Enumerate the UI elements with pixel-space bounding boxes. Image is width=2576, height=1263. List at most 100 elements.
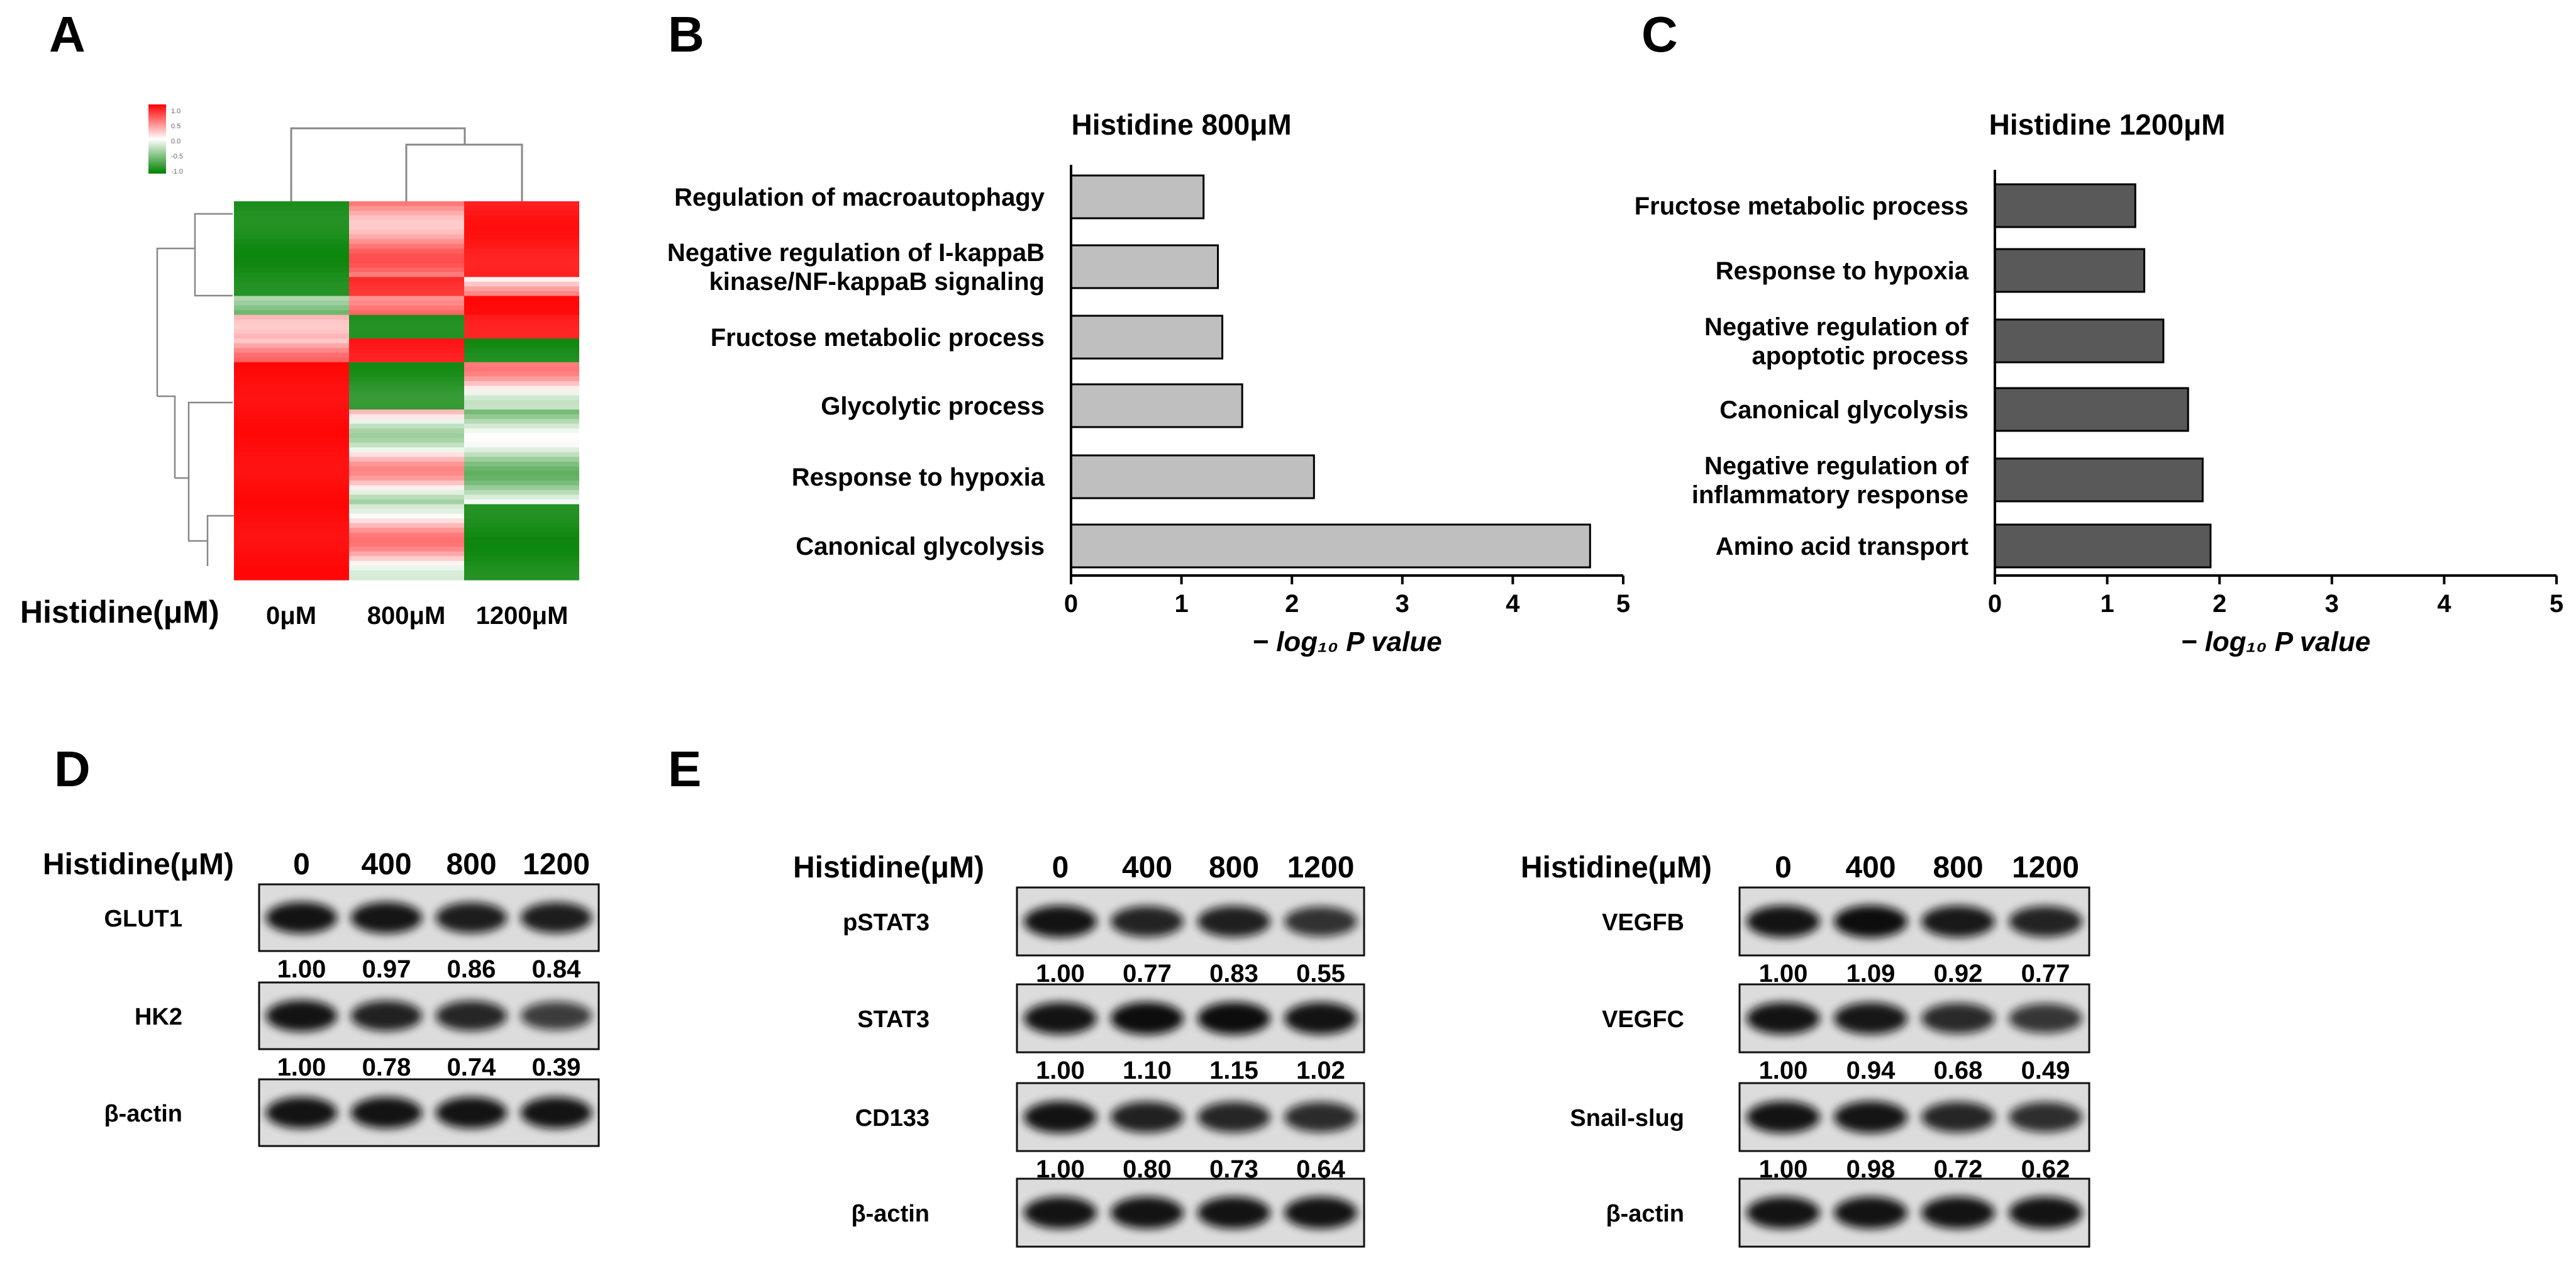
heatmap-cell	[234, 371, 349, 377]
heatmap-cell	[234, 348, 349, 353]
dose-label: 400	[1122, 851, 1172, 884]
heatmap-cell	[464, 310, 579, 316]
heatmap-cell	[349, 258, 464, 264]
heatmap-cell	[464, 528, 579, 533]
band-quantification: 1.00	[1036, 960, 1085, 988]
heatmap-cell	[234, 532, 349, 538]
category-label: Response to hypoxia	[1716, 257, 1969, 285]
heatmap-cell	[349, 470, 464, 477]
heatmap-cell	[349, 476, 464, 481]
dose-label: 800	[1209, 851, 1259, 884]
blot-band	[520, 1001, 592, 1030]
heatmap-cell	[234, 428, 349, 434]
heatmap-cell	[234, 409, 349, 415]
heatmap-cell	[234, 357, 349, 363]
heatmap-cell	[464, 248, 579, 254]
heatmap-cell	[349, 570, 464, 576]
heatmap-cell	[234, 504, 349, 509]
blot-band	[1746, 1002, 1820, 1035]
heatmap-cell	[234, 225, 349, 230]
dose-label: 1200	[2012, 851, 2079, 884]
panel-letter-a: A	[49, 6, 86, 62]
blot-band	[1746, 1101, 1820, 1133]
heatmap-cell	[464, 476, 579, 481]
heatmap-cell	[464, 352, 579, 358]
panel-c-bar-chart: Histidine 1200μM Fructose metabolic proce…	[1635, 108, 2563, 657]
heatmap-cell	[464, 267, 579, 273]
heatmap-cell	[464, 532, 579, 538]
band-quantification: 1.00	[1759, 1057, 1808, 1084]
dose-label: 0	[1775, 851, 1792, 884]
band-quantification: 0.78	[362, 1054, 411, 1081]
bar	[1994, 248, 2146, 293]
heatmap-cell	[349, 338, 464, 344]
heatmap-cell	[234, 314, 349, 320]
bar	[1070, 314, 1224, 360]
blot-header: Histidine(μM)	[43, 848, 234, 881]
category-label: Canonical glycolysis	[1719, 396, 1968, 424]
heatmap-cell	[234, 499, 349, 505]
heatmap-cell	[349, 513, 464, 519]
heatmap-cell	[349, 423, 464, 429]
panel-a-heatmap: 1.0 0.5 0.0 -0.5 -1.0 Histidine(μM) 0μM …	[20, 104, 579, 630]
blot-band	[1834, 1196, 1907, 1229]
heatmap-cell	[349, 528, 464, 533]
heatmap-cell	[464, 438, 579, 443]
heatmap-cell	[464, 286, 579, 292]
heatmap-cell	[464, 262, 579, 268]
blot-band	[1284, 906, 1357, 937]
x-tick-label: 5	[2550, 590, 2563, 618]
heatmap-cell	[464, 343, 579, 348]
heatmap-cell	[464, 447, 579, 453]
heatmap-cell	[464, 277, 579, 282]
heatmap-cell	[464, 499, 579, 505]
heatmap-cell	[234, 301, 349, 306]
heatmap-cell	[234, 277, 349, 282]
blot-band	[1834, 1101, 1907, 1133]
bar	[1994, 523, 2212, 569]
blot-band	[1284, 1196, 1357, 1229]
bar	[1994, 387, 2189, 432]
heatmap-cell	[349, 305, 464, 311]
blot-band	[1921, 905, 1995, 938]
heatmap-cell	[464, 206, 579, 211]
heatmap-cell	[464, 333, 579, 339]
colorbar-tick: -0.5	[171, 153, 183, 160]
heatmap-cell	[464, 324, 579, 330]
heatmap-cell	[464, 296, 579, 301]
heatmap-cell	[234, 243, 349, 249]
blot-protein-label: GLUT1	[104, 906, 182, 932]
heatmap-cell	[349, 253, 464, 259]
heatmap-cell	[349, 234, 464, 240]
heatmap-cell	[234, 329, 349, 335]
heatmap-cell	[234, 253, 349, 259]
heatmap-cell	[464, 542, 579, 547]
heatmap-cell	[464, 537, 579, 543]
heatmap-cell	[234, 575, 349, 581]
heatmap-cell	[234, 551, 349, 557]
blot-band	[1746, 1196, 1820, 1229]
heatmap-cell	[234, 239, 349, 245]
band-quantification: 0.39	[532, 1054, 581, 1081]
heatmap-cell	[464, 480, 579, 486]
colorbar-tick: -1.0	[171, 168, 183, 175]
colorbar: 1.0 0.5 0.0 -0.5 -1.0	[148, 104, 183, 175]
heatmap-cell	[349, 376, 464, 382]
x-tick-label: 0	[1988, 590, 2002, 618]
heatmap-cell	[464, 442, 579, 448]
heatmap-cell	[349, 310, 464, 316]
heatmap-cell	[234, 230, 349, 235]
heatmap-cell	[234, 518, 349, 524]
heatmap-cell	[234, 343, 349, 348]
heatmap-cell	[234, 509, 349, 515]
heatmap-cell	[464, 414, 579, 420]
heatmap-cell	[234, 447, 349, 453]
heatmap-cell	[464, 518, 579, 524]
heatmap-cell	[349, 428, 464, 434]
heatmap-cell	[464, 386, 579, 391]
heatmap-cell	[349, 277, 464, 282]
x-tick-label: 2	[2212, 590, 2226, 618]
heatmap-cell	[349, 551, 464, 557]
heatmap-cell	[349, 442, 464, 448]
heatmap-cell	[464, 433, 579, 438]
